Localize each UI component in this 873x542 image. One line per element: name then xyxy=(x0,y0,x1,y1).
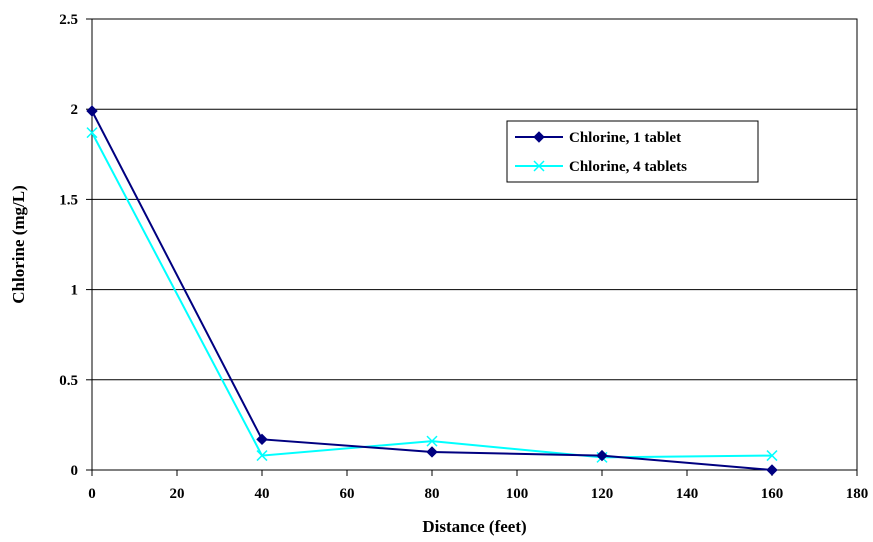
y-axis-title: Chlorine (mg/L) xyxy=(9,185,28,304)
legend-label: Chlorine, 1 tablet xyxy=(569,130,681,146)
x-tick-label: 20 xyxy=(170,486,185,502)
x-tick-label: 140 xyxy=(676,486,699,502)
x-tick-label: 100 xyxy=(506,486,529,502)
x-tick-label: 180 xyxy=(846,486,869,502)
y-tick-label: 2.5 xyxy=(59,12,78,28)
y-tick-label: 0 xyxy=(71,463,79,479)
x-tick-label: 80 xyxy=(425,486,440,502)
series-1 xyxy=(86,105,778,476)
x-tick-label: 0 xyxy=(88,486,96,502)
x-tick-label: 120 xyxy=(591,486,614,502)
data-point xyxy=(426,446,438,458)
data-point xyxy=(766,450,778,462)
x-tick-label: 40 xyxy=(255,486,270,502)
legend-item: Chlorine, 4 tablets xyxy=(515,159,687,175)
data-point xyxy=(766,464,778,476)
data-point xyxy=(426,435,438,447)
y-axis-ticks: 0 0.5 1 1.5 2 2.5 xyxy=(59,12,92,479)
legend: Chlorine, 1 tablet Chlorine, 4 tablets xyxy=(506,120,759,183)
x-axis-title: Distance (feet) xyxy=(422,517,526,536)
legend-label: Chlorine, 4 tablets xyxy=(569,159,687,175)
data-point xyxy=(256,450,268,462)
y-tick-label: 0.5 xyxy=(59,373,78,389)
data-point xyxy=(86,127,98,139)
data-point xyxy=(86,105,98,117)
plot-area xyxy=(91,18,858,471)
legend-item: Chlorine, 1 tablet xyxy=(515,130,681,146)
gridlines xyxy=(92,108,857,381)
y-tick-label: 1 xyxy=(71,283,79,299)
data-point xyxy=(596,449,608,462)
data-point xyxy=(256,433,268,446)
x-axis-ticks: 0 20 40 60 80 100 120 140 160 180 xyxy=(88,470,868,502)
legend-marker xyxy=(533,131,545,143)
y-tick-label: 2 xyxy=(71,102,79,118)
legend-marker xyxy=(533,160,545,172)
legend-box xyxy=(506,120,759,183)
series-layer xyxy=(86,105,778,476)
x-tick-label: 60 xyxy=(340,486,355,502)
y-tick-label: 1.5 xyxy=(59,192,78,208)
x-tick-label: 160 xyxy=(761,486,784,502)
